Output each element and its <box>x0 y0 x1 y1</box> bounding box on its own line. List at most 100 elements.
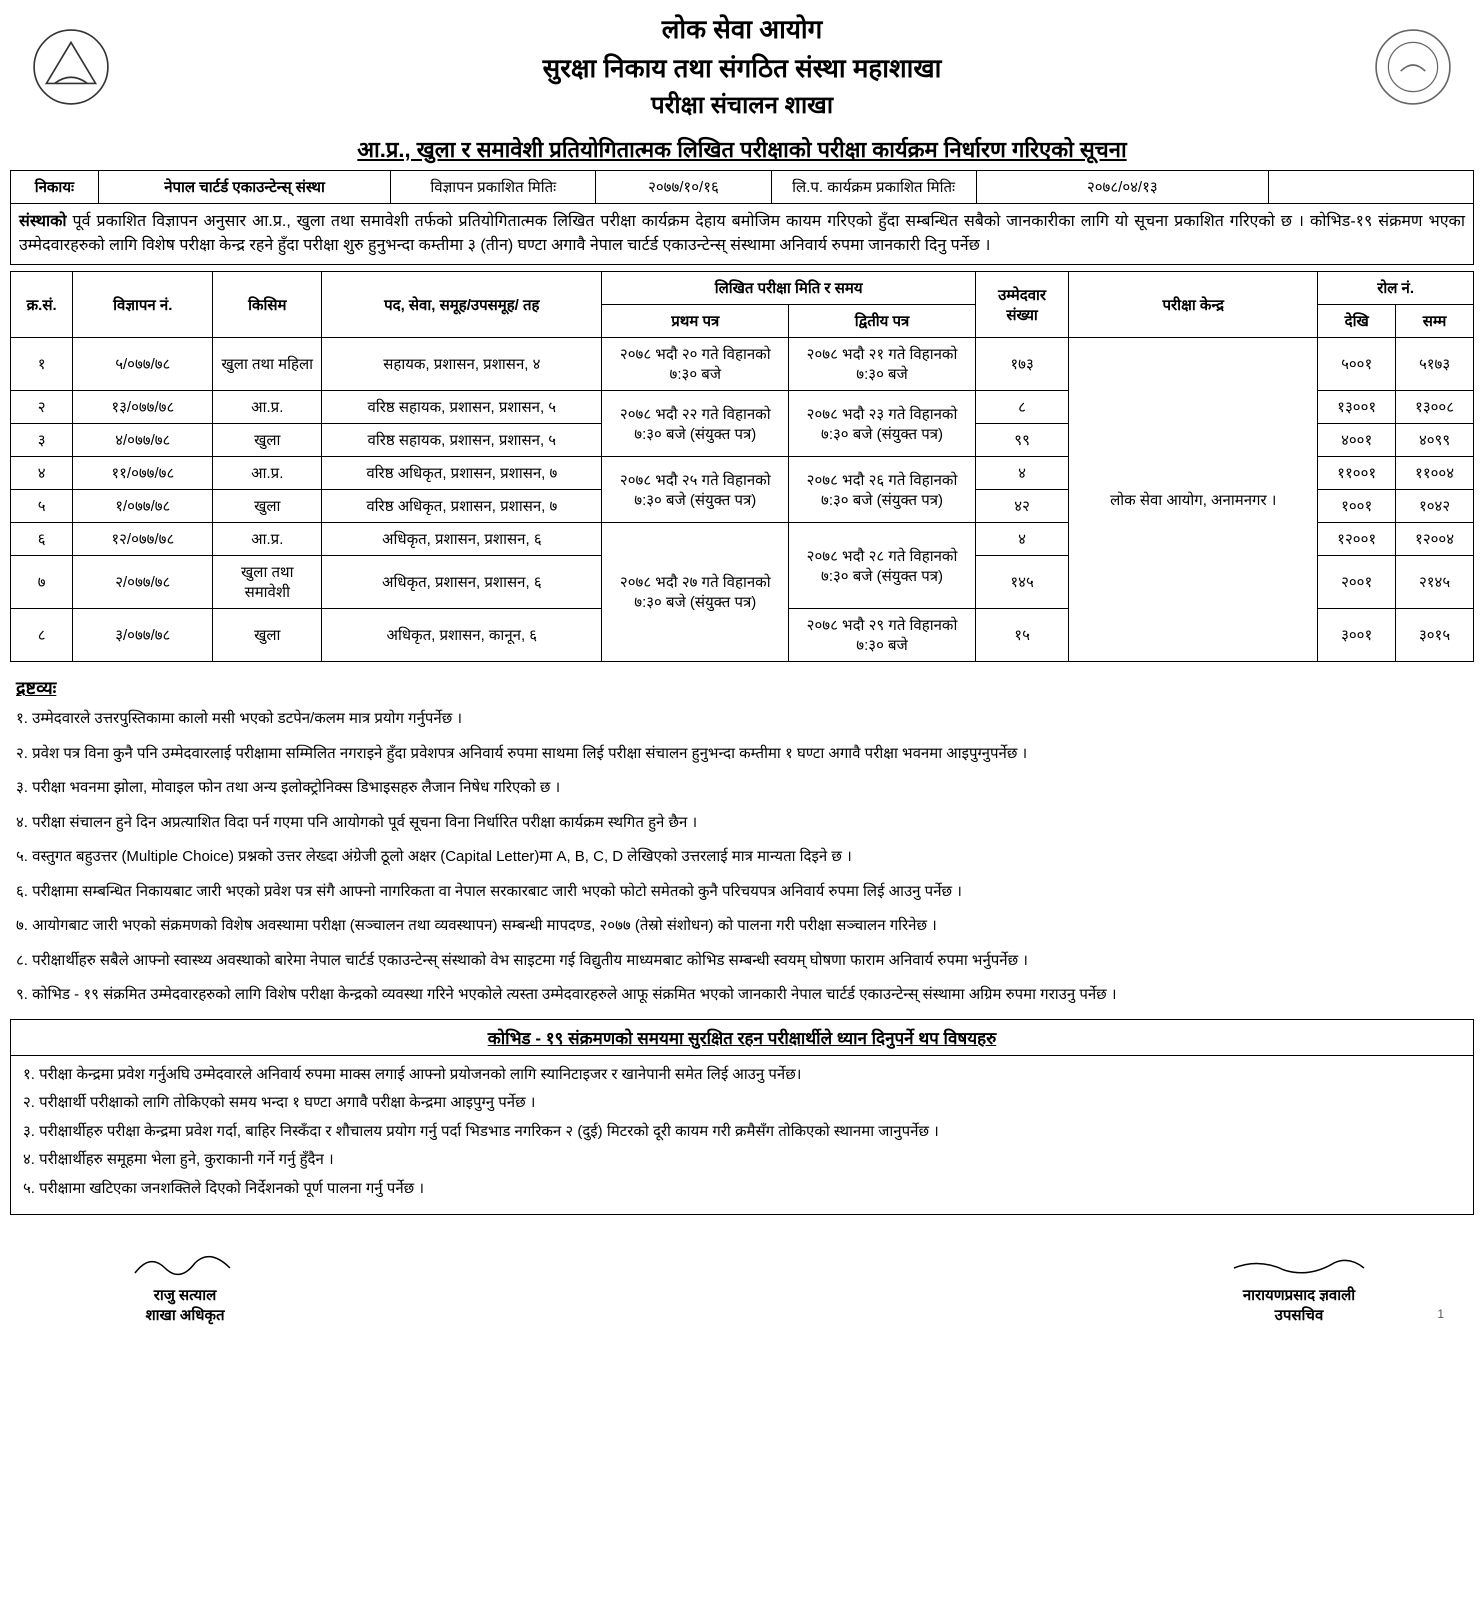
adv: १३/०७७/७८ <box>73 391 213 424</box>
note-item: २. प्रवेश पत्र विना कुनै पनि उम्मेदवारला… <box>16 743 1474 766</box>
note-item: ५. वस्तुगत बहुउत्तर (Multiple Choice) प्… <box>16 846 1474 869</box>
meta-label-body: निकायः <box>11 171 99 204</box>
sn: ७ <box>11 556 73 609</box>
th-paper2: द्वितीय पत्र <box>789 305 976 338</box>
p2-merged: २०७८ भदौ २३ गते विहानको ७:३० बजे (संयुक्… <box>789 391 976 457</box>
to: ४०९९ <box>1396 424 1474 457</box>
covid-box: १. परीक्षा केन्द्रमा प्रवेश गर्नुअघि उम्… <box>10 1056 1474 1216</box>
adv: ५/०७७/७८ <box>73 338 213 391</box>
meta-adv-date: २०७७/१०/१६ <box>596 171 772 204</box>
covid-item: ३. परीक्षार्थीहरु परीक्षा केन्द्रमा प्रव… <box>23 1121 1461 1144</box>
signatory-name: राजु सत्याल <box>60 1285 310 1305</box>
post: अधिकृत, प्रशासन, प्रशासन, ६ <box>322 523 602 556</box>
th-paper1: प्रथम पत्र <box>602 305 789 338</box>
adv: ३/०७७/७८ <box>73 609 213 662</box>
adv: ४/०७७/७८ <box>73 424 213 457</box>
post: अधिकृत, प्रशासन, कानून, ६ <box>322 609 602 662</box>
meta-prog-date: २०७८/०४/१३ <box>976 171 1269 204</box>
to: १३००८ <box>1396 391 1474 424</box>
p1: २०७८ भदौ २० गते विहानको ७:३० बजे <box>602 338 789 391</box>
type: आ.प्र. <box>213 391 322 424</box>
page-number: 1 <box>1437 1307 1444 1321</box>
sn: ८ <box>11 609 73 662</box>
type: खुला <box>213 609 322 662</box>
cand: ४ <box>975 523 1068 556</box>
from: १००१ <box>1318 490 1396 523</box>
adv: १/०७७/७८ <box>73 490 213 523</box>
sn: २ <box>11 391 73 424</box>
sn: ४ <box>11 457 73 490</box>
cand: ८ <box>975 391 1068 424</box>
covid-item: १. परीक्षा केन्द्रमा प्रवेश गर्नुअघि उम्… <box>23 1064 1461 1087</box>
signature-left: राजु सत्याल शाखा अधिकृत <box>60 1245 310 1325</box>
org-title: लोक सेवा आयोग <box>112 10 1372 49</box>
post: वरिष्ठ सहायक, प्रशासन, प्रशासन, ५ <box>322 391 602 424</box>
type: आ.प्र. <box>213 457 322 490</box>
note-item: ७. आयोगबाट जारी भएको संक्रमणको विशेष अवस… <box>16 915 1474 938</box>
th-cand: उम्मेदवार संख्या <box>975 272 1068 338</box>
signature-scribble-icon <box>60 1245 310 1285</box>
type: खुला तथा महिला <box>213 338 322 391</box>
header: लोक सेवा आयोग सुरक्षा निकाय तथा संगठित स… <box>10 10 1474 124</box>
type: खुला <box>213 490 322 523</box>
th-adv: विज्ञापन नं. <box>73 272 213 338</box>
cand: १५ <box>975 609 1068 662</box>
th-center: परीक्षा केन्द्र <box>1069 272 1318 338</box>
meta-table: निकायः नेपाल चार्टर्ड एकाउन्टेन्स् संस्थ… <box>10 170 1474 204</box>
from: २००१ <box>1318 556 1396 609</box>
from: ५००१ <box>1318 338 1396 391</box>
p1-merged: २०७८ भदौ २५ गते विहानको ७:३० बजे (संयुक्… <box>602 457 789 523</box>
cand: १७३ <box>975 338 1068 391</box>
cand: ९९ <box>975 424 1068 457</box>
signatory-role: शाखा अधिकृत <box>60 1305 310 1325</box>
from: १२००१ <box>1318 523 1396 556</box>
p1-merged: २०७८ भदौ २२ गते विहानको ७:३० बजे (संयुक्… <box>602 391 789 457</box>
to: ११००४ <box>1396 457 1474 490</box>
signature-right: नारायणप्रसाद ज्ञवाली उपसचिव <box>1174 1245 1424 1325</box>
p2: २०७८ भदौ २९ गते विहानको ७:३० बजे <box>789 609 976 662</box>
sn: ६ <box>11 523 73 556</box>
adv: १२/०७७/७८ <box>73 523 213 556</box>
notes-list: १. उम्मेदवारले उत्तरपुस्तिकामा कालो मसी … <box>10 708 1474 1007</box>
th-post: पद, सेवा, समूह/उपसमूह/ तह <box>322 272 602 338</box>
post: वरिष्ठ सहायक, प्रशासन, प्रशासन, ५ <box>322 424 602 457</box>
table-row: १ ५/०७७/७८ खुला तथा महिला सहायक, प्रशासन… <box>11 338 1474 391</box>
meta-empty <box>1269 171 1474 204</box>
intro-rest: पूर्व प्रकाशित विज्ञापन अनुसार आ.प्र., ख… <box>19 213 1465 254</box>
meta-label-adv-date: विज्ञापन प्रकाशित मितिः <box>391 171 596 204</box>
meta-label-prog-date: लि.प. कार्यक्रम प्रकाशित मितिः <box>771 171 976 204</box>
from: ४००१ <box>1318 424 1396 457</box>
branch-title: परीक्षा संचालन शाखा <box>112 88 1372 124</box>
p2: २०७८ भदौ २१ गते विहानको ७:३० बजे <box>789 338 976 391</box>
note-item: १. उम्मेदवारले उत्तरपुस्तिकामा कालो मसी … <box>16 708 1474 731</box>
cand: ४२ <box>975 490 1068 523</box>
notes-title: द्रष्टव्यः <box>16 676 1474 700</box>
to: ५१७३ <box>1396 338 1474 391</box>
psc-seal-icon <box>1372 26 1454 108</box>
header-row-1: क्र.सं. विज्ञापन नं. किसिम पद, सेवा, समू… <box>11 272 1474 305</box>
type: खुला <box>213 424 322 457</box>
th-exam-group: लिखित परीक्षा मिति र समय <box>602 272 976 305</box>
division-title: सुरक्षा निकाय तथा संगठित संस्था महाशाखा <box>112 49 1372 88</box>
header-titles: लोक सेवा आयोग सुरक्षा निकाय तथा संगठित स… <box>112 10 1372 124</box>
note-item: ९. कोभिड - १९ संक्रमित उम्मेदवारहरुको ला… <box>16 984 1474 1007</box>
covid-item: ४. परीक्षार्थीहरु समूहमा भेला हुने, कुरा… <box>23 1149 1461 1172</box>
adv: २/०७७/७८ <box>73 556 213 609</box>
sn: ५ <box>11 490 73 523</box>
covid-item: ५. परीक्षामा खटिएका जनशक्तिले दिएको निर्… <box>23 1178 1461 1201</box>
post: अधिकृत, प्रशासन, प्रशासन, ६ <box>322 556 602 609</box>
from: १३००१ <box>1318 391 1396 424</box>
p2-merged: २०७८ भदौ २८ गते विहानको ७:३० बजे (संयुक्… <box>789 523 976 609</box>
to: १०४२ <box>1396 490 1474 523</box>
post: वरिष्ठ अधिकृत, प्रशासन, प्रशासन, ७ <box>322 457 602 490</box>
p2-merged: २०७८ भदौ २६ गते विहानको ७:३० बजे (संयुक्… <box>789 457 976 523</box>
th-sn: क्र.सं. <box>11 272 73 338</box>
note-item: ३. परीक्षा भवनमा झोला, मोवाइल फोन तथा अन… <box>16 777 1474 800</box>
covid-title: कोभिड - १९ संक्रमणको समयमा सुरक्षित रहन … <box>10 1019 1474 1056</box>
from: ३००१ <box>1318 609 1396 662</box>
sn: ३ <box>11 424 73 457</box>
center: लोक सेवा आयोग, अनामनगर । <box>1069 338 1318 662</box>
notice-title: आ.प्र., खुला र समावेशी प्रतियोगितात्मक ल… <box>10 134 1474 164</box>
p1-merged: २०७८ भदौ २७ गते विहानको ७:३० बजे (संयुक्… <box>602 523 789 662</box>
to: २१४५ <box>1396 556 1474 609</box>
